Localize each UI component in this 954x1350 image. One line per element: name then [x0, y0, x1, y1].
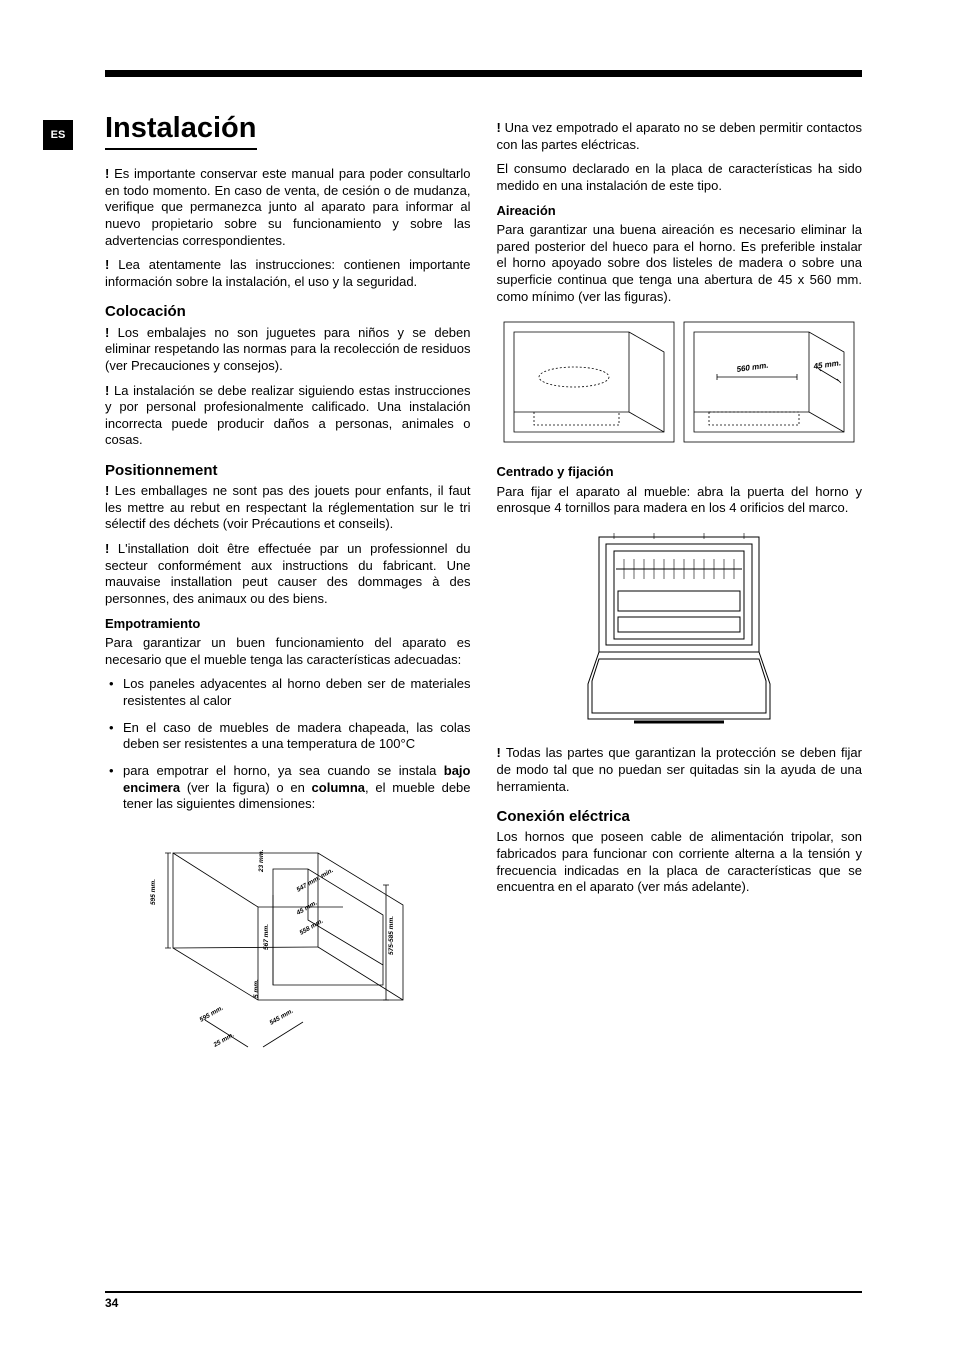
dim-575: 575-585 mm.	[388, 916, 395, 955]
position-p1: ! Les emballages ne sont pas des jouets …	[105, 483, 471, 533]
heading-centrado: Centrado y fijación	[497, 464, 863, 481]
cent-p1: Para fijar el aparato al mueble: abra la…	[497, 484, 863, 517]
empot-list: Los paneles adyacentes al horno deben se…	[105, 676, 471, 812]
intro-p1: ! Es importante conservar este manual pa…	[105, 166, 471, 249]
heading-conexion: Conexión eléctrica	[497, 807, 863, 826]
list-item: Los paneles adyacentes al horno deben se…	[105, 676, 471, 709]
ventilation-diagram: 560 mm. 45 mm.	[497, 317, 863, 452]
dim-25: 25 mm.	[211, 1031, 235, 1049]
page-number: 34	[105, 1291, 862, 1310]
left-column: Instalación ! Es importante conservar es…	[105, 110, 471, 1071]
page-title: Instalación	[105, 110, 257, 150]
intro-p2: ! Lea atentamente las instrucciones: con…	[105, 257, 471, 290]
dim-547: 547 mm. min.	[295, 867, 334, 894]
empot-p1: Para garantizar un buen funcionamiento d…	[105, 635, 471, 668]
col2-p1: ! Una vez empotrado el aparato no se deb…	[497, 120, 863, 153]
list-item: En el caso de muebles de madera chapeada…	[105, 720, 471, 753]
cent-p2: ! Todas las partes que garantizan la pro…	[497, 745, 863, 795]
dim-595b: 595 mm.	[198, 1004, 224, 1023]
dim-23: 23 mm.	[258, 849, 265, 873]
dim-545: 545 mm.	[268, 1007, 294, 1026]
heading-positionnement: Positionnement	[105, 461, 471, 480]
colocacion-p1: ! Los embalajes no son juguetes para niñ…	[105, 325, 471, 375]
oven-fixing-diagram	[497, 529, 863, 734]
page-content: Instalación ! Es importante conservar es…	[105, 110, 862, 1071]
colocacion-p2: ! La instalación se debe realizar siguie…	[105, 383, 471, 450]
dim-45: 45 mm.	[294, 899, 318, 917]
dim-45b: 45 mm.	[812, 358, 842, 371]
top-divider	[105, 70, 862, 77]
right-column: ! Una vez empotrado el aparato no se deb…	[497, 110, 863, 1071]
col2-p2: El consumo declarado en la placa de cara…	[497, 161, 863, 194]
heading-aireacion: Aireación	[497, 203, 863, 220]
aire-p1: Para garantizar una buena aireación es n…	[497, 222, 863, 305]
dim-560: 560 mm.	[736, 361, 769, 374]
dim-558: 558 mm.	[298, 917, 324, 936]
list-item: para empotrar el horno, ya sea cuando se…	[105, 763, 471, 813]
dim-567: 567 mm.	[263, 924, 270, 950]
conex-p1: Los hornos que poseen cable de alimentac…	[497, 829, 863, 896]
cabinet-dimensions-diagram: 595 mm. 23 mm. 567 mm. 5 mm. 595 mm. 545…	[105, 825, 471, 1060]
heading-empotramiento: Empotramiento	[105, 616, 471, 633]
position-p2: ! L'installation doit être effectuée par…	[105, 541, 471, 608]
language-tab: ES	[43, 120, 73, 150]
dim-595: 595 mm.	[150, 879, 157, 905]
heading-colocacion: Colocación	[105, 302, 471, 321]
dim-5: 5 mm.	[253, 979, 260, 998]
